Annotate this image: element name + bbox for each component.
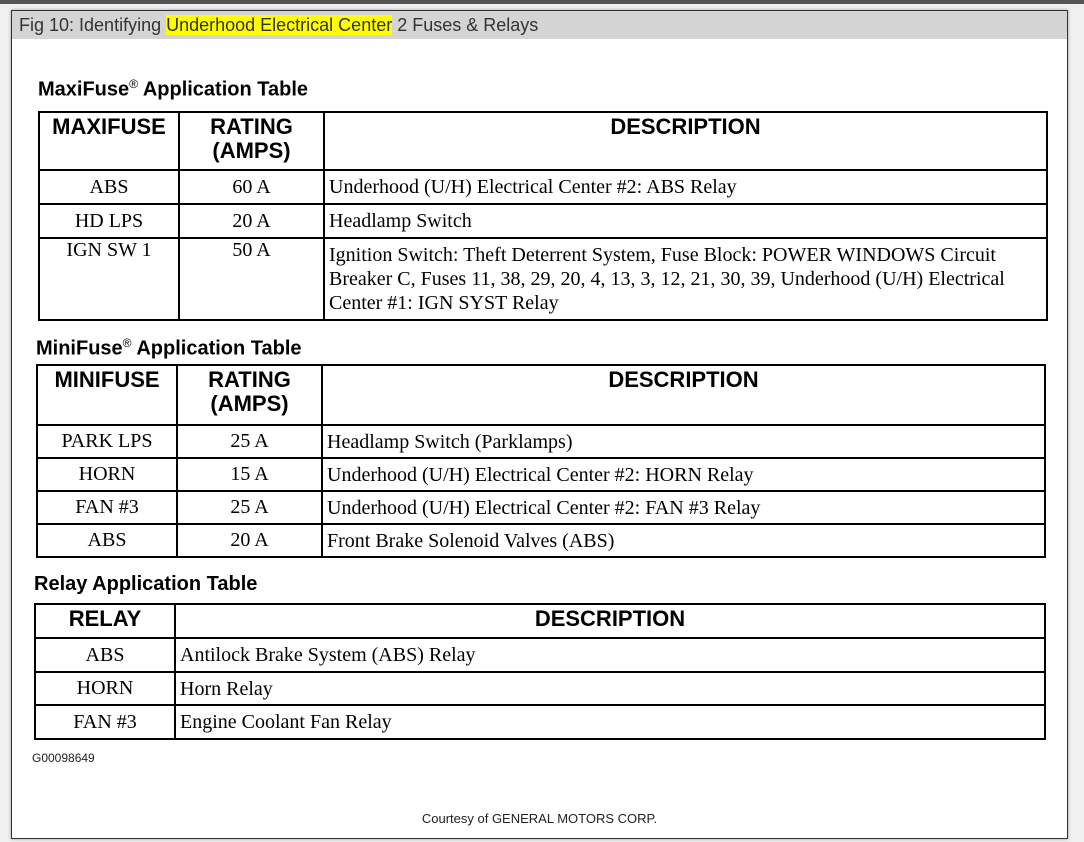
table-row: HORN Horn Relay xyxy=(34,671,1046,706)
relay-cell: ABS xyxy=(34,637,176,673)
table-row: HD LPS 20 A Headlamp Switch xyxy=(38,203,1048,239)
title-suffix: 2 Fuses & Relays xyxy=(392,15,539,35)
description-cell: Underhood (U/H) Electrical Center #2: FA… xyxy=(321,490,1046,525)
courtesy-text: Courtesy of GENERAL MOTORS CORP. xyxy=(421,811,658,826)
fuse-cell: FAN #3 xyxy=(36,490,178,525)
relay-cell: HORN xyxy=(34,671,176,706)
fuse-cell: ABS xyxy=(38,169,180,205)
relay-section-title: Relay Application Table xyxy=(34,573,258,595)
relay-table: RELAY DESCRIPTION ABS Antilock Brake Syste… xyxy=(34,603,1046,740)
description-cell: Headlamp Switch (Parklamps) xyxy=(321,424,1046,459)
description-cell: Front Brake Solenoid Valves (ABS) xyxy=(321,523,1046,558)
table-row: FAN #3 25 A Underhood (U/H) Electrical Cen… xyxy=(36,490,1046,525)
figure-id: G00098649 xyxy=(32,751,95,765)
fuse-cell: ABS xyxy=(36,523,178,558)
table-row: ABS Antilock Brake System (ABS) Relay xyxy=(34,637,1046,673)
header-description: DESCRIPTION xyxy=(321,364,1046,426)
mini-title: MiniFuse xyxy=(36,337,123,360)
rating-cell: 20 A xyxy=(178,203,325,239)
table-row: HORN 15 A Underhood (U/H) Electrical Cente… xyxy=(36,457,1046,492)
rating-cell: 50 A xyxy=(178,237,325,321)
title-prefix: Fig 10: Identifying xyxy=(19,15,167,35)
registered-mark: ® xyxy=(129,77,138,91)
header-description: DESCRIPTION xyxy=(323,111,1048,171)
rating-cell: 15 A xyxy=(176,457,323,492)
maxi-section-title: MaxiFuse® Application Table xyxy=(38,77,308,102)
description-cell: Ignition Switch: Theft Deterrent System,… xyxy=(323,237,1048,321)
header-description: DESCRIPTION xyxy=(174,603,1046,639)
description-cell: Underhood (U/H) Electrical Center #2: AB… xyxy=(323,169,1048,205)
header-minifuse: MINIFUSE xyxy=(36,364,178,426)
table-row: PARK LPS 25 A Headlamp Switch (Parklamps) xyxy=(36,424,1046,459)
maxi-title: MaxiFuse xyxy=(38,78,130,101)
maxifuse-table: MAXIFUSE RATING (AMPS) DESCRIPTION ABS 60 A… xyxy=(38,111,1048,321)
table-row: ABS 60 A Underhood (U/H) Electrical Center… xyxy=(38,169,1048,205)
description-cell: Engine Coolant Fan Relay xyxy=(174,704,1046,740)
fuse-cell: PARK LPS xyxy=(36,424,178,459)
registered-mark: ® xyxy=(122,336,132,350)
header-rating: RATING (AMPS) xyxy=(178,111,325,171)
description-cell: Antilock Brake System (ABS) Relay xyxy=(174,637,1046,673)
header-rating: RATING (AMPS) xyxy=(176,364,323,426)
top-bar xyxy=(0,0,1084,4)
mini-section-title: MiniFuse® Application Table xyxy=(36,336,302,361)
rating-cell: 25 A xyxy=(176,424,323,459)
header-maxifuse: MAXIFUSE xyxy=(38,111,180,171)
figure-card: Fig 10: Identifying Underhood Electrical… xyxy=(11,10,1068,839)
header-relay: RELAY xyxy=(34,603,176,639)
description-cell: Horn Relay xyxy=(174,671,1046,706)
fuse-cell: HD LPS xyxy=(38,203,180,239)
rating-cell: 25 A xyxy=(176,490,323,525)
table-row: IGN SW 1 50 A Ignition Switch: Theft Deter… xyxy=(38,237,1048,321)
fuse-cell: IGN SW 1 xyxy=(38,237,180,321)
table-row: ABS 20 A Front Brake Solenoid Valves (ABS) xyxy=(36,523,1046,558)
mini-title-suffix: Application Table xyxy=(131,337,302,360)
figure-title: Fig 10: Identifying Underhood Electrical… xyxy=(12,11,1067,39)
rating-cell: 60 A xyxy=(178,169,325,205)
maxi-title-suffix: Application Table xyxy=(138,78,309,101)
table-row: FAN #3 Engine Coolant Fan Relay xyxy=(34,704,1046,740)
relay-cell: FAN #3 xyxy=(34,704,176,740)
fuse-cell: HORN xyxy=(36,457,178,492)
description-cell: Underhood (U/H) Electrical Center #2: HO… xyxy=(321,457,1046,492)
title-highlight: Underhood Electrical Center xyxy=(166,15,393,35)
minifuse-table: MINIFUSE RATING (AMPS) DESCRIPTION PARK LP… xyxy=(36,364,1046,558)
rating-cell: 20 A xyxy=(176,523,323,558)
description-cell: Headlamp Switch xyxy=(323,203,1048,239)
